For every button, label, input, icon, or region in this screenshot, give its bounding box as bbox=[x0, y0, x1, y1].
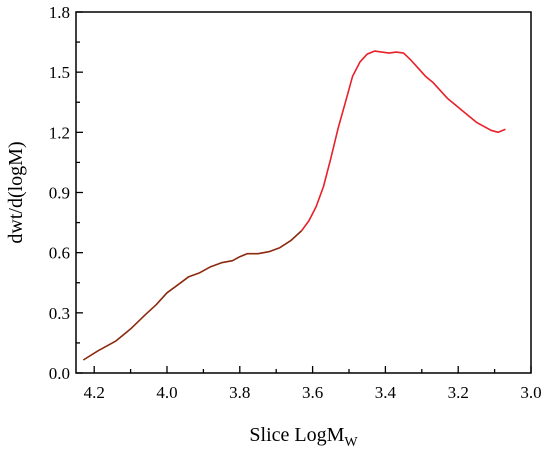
plot-frame bbox=[75, 11, 532, 374]
x-axis-title: Slice LogMW bbox=[249, 424, 358, 450]
x-tick-label: 3.6 bbox=[302, 383, 323, 402]
y-tick-label: 1.2 bbox=[49, 123, 70, 142]
x-tick-label: 3.8 bbox=[229, 383, 250, 402]
series-line-2 bbox=[301, 50, 506, 232]
x-axis-title-main: Slice LogM bbox=[249, 424, 344, 446]
x-tick-label: 4.0 bbox=[156, 383, 177, 402]
y-tick-label: 0.9 bbox=[49, 184, 70, 203]
x-tick-label: 3.4 bbox=[375, 383, 397, 402]
ticks-layer: 4.2 4.0 3.8 3.6 3.4 3.2 3.0 0.0 0.3 0.6 0.9 1.2 1.5 1… bbox=[49, 3, 542, 402]
y-axis-title: dwt/d(logM) bbox=[5, 141, 27, 243]
x-tick-label: 3.0 bbox=[520, 383, 541, 402]
y-tick-label: 0.0 bbox=[49, 364, 70, 383]
x-tick-label: 4.2 bbox=[84, 383, 105, 402]
series-line-1 bbox=[82, 230, 303, 361]
series-layer bbox=[82, 50, 506, 361]
y-tick-label: 1.8 bbox=[49, 3, 70, 22]
y-tick-label: 1.5 bbox=[49, 63, 70, 82]
y-tick-label: 0.6 bbox=[49, 244, 70, 263]
x-tick-label: 3.2 bbox=[448, 383, 469, 402]
x-axis-title-subscript: W bbox=[344, 435, 358, 450]
y-tick-label: 0.3 bbox=[49, 304, 70, 323]
